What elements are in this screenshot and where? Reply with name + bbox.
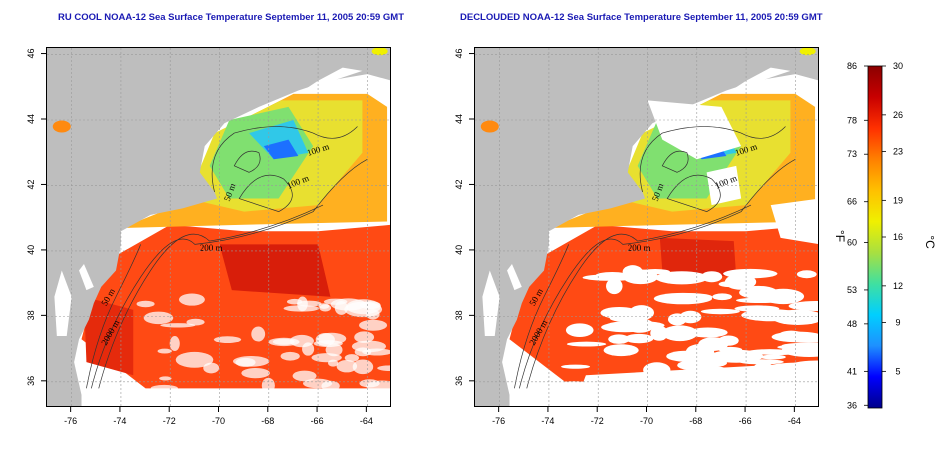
lon-tick-label: -66 xyxy=(739,416,752,426)
celsius-tick-label: 19 xyxy=(893,195,903,205)
lat-tick-label: 36 xyxy=(454,376,464,386)
contour-label: 200 m xyxy=(628,243,651,253)
celsius-tick-label: 9 xyxy=(895,318,900,328)
fahrenheit-tick-label: 73 xyxy=(847,149,857,159)
lat-tick-label: 44 xyxy=(454,114,464,124)
lat-tick-label: 40 xyxy=(454,245,464,255)
lon-tick-label: -66 xyxy=(311,416,324,426)
celsius-tick-label: 5 xyxy=(895,366,900,376)
fahrenheit-tick-label: 36 xyxy=(847,400,857,410)
lon-tick-label: -76 xyxy=(64,416,77,426)
lat-tick-label: 42 xyxy=(26,179,36,189)
lat-tick-label: 38 xyxy=(454,310,464,320)
lon-tick-label: -76 xyxy=(492,416,505,426)
lon-tick-label: -74 xyxy=(113,416,126,426)
celsius-tick-label: 23 xyxy=(893,147,903,157)
lon-tick-label: -72 xyxy=(591,416,604,426)
lat-tick-label: 36 xyxy=(26,376,36,386)
lon-tick-label: -64 xyxy=(788,416,801,426)
temperature-colorbar: 30 26 23 19 16 12 9 5 86 78 73 66 60 53 48 41 36 °C °F xyxy=(833,61,937,410)
lon-tick-label: -64 xyxy=(360,416,373,426)
fahrenheit-tick-label: 41 xyxy=(847,366,857,376)
lon-tick-label: -70 xyxy=(640,416,653,426)
contour-label: 200 m xyxy=(200,243,223,253)
celsius-unit-label: °C xyxy=(923,235,937,249)
colorbar-gradient xyxy=(867,65,883,409)
lon-tick-label: -70 xyxy=(212,416,225,426)
lat-tick-label: 38 xyxy=(26,310,36,320)
lon-tick-label: -68 xyxy=(261,416,274,426)
fahrenheit-tick-label: 66 xyxy=(847,197,857,207)
lat-tick-label: 44 xyxy=(26,114,36,124)
celsius-tick-label: 26 xyxy=(893,110,903,120)
lon-tick-label: -68 xyxy=(689,416,702,426)
fahrenheit-tick-label: 86 xyxy=(847,61,857,71)
sst-map-declouded: 100 m 100 m 50 m 200 m 50 m 2000 m xyxy=(474,47,819,407)
lon-tick-label: -72 xyxy=(163,416,176,426)
lat-tick-label: 42 xyxy=(454,179,464,189)
sst-map-raw: 100 m 100 m 50 m 200 m 50 m 2000 m xyxy=(46,47,391,407)
fahrenheit-tick-label: 48 xyxy=(847,319,857,329)
fahrenheit-tick-label: 78 xyxy=(847,115,857,125)
map-title-declouded: DECLOUDED NOAA-12 Sea Surface Temperatur… xyxy=(460,12,823,23)
celsius-tick-label: 16 xyxy=(893,232,903,242)
celsius-tick-label: 30 xyxy=(893,61,903,71)
celsius-tick-label: 12 xyxy=(893,281,903,291)
lat-tick-label: 46 xyxy=(454,49,464,59)
map-title-raw: RU COOL NOAA-12 Sea Surface Temperature … xyxy=(58,12,405,23)
lat-tick-label: 40 xyxy=(26,245,36,255)
fahrenheit-tick-label: 60 xyxy=(847,237,857,247)
lat-tick-label: 46 xyxy=(26,49,36,59)
lon-tick-label: -74 xyxy=(541,416,554,426)
fahrenheit-unit-label: °F xyxy=(833,230,847,242)
fahrenheit-tick-label: 53 xyxy=(847,285,857,295)
